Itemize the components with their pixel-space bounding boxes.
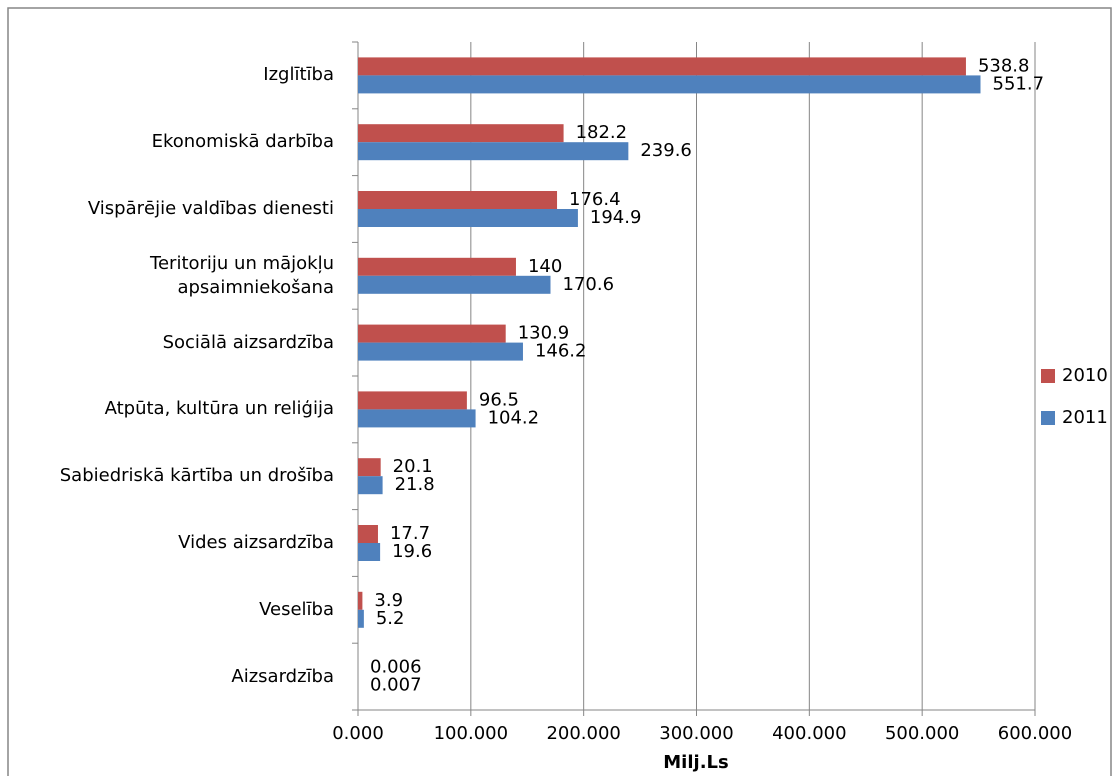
bar bbox=[358, 609, 364, 628]
bar bbox=[358, 142, 629, 161]
bar bbox=[358, 324, 506, 343]
data-label: 21.8 bbox=[395, 474, 435, 495]
data-label: 19.6 bbox=[392, 541, 432, 562]
data-label: 551.7 bbox=[993, 73, 1045, 94]
y-tick-label: Vispārējie valdības dienesti bbox=[87, 198, 334, 219]
data-label: 239.6 bbox=[640, 140, 692, 161]
bar bbox=[358, 191, 558, 209]
bar bbox=[358, 476, 383, 495]
x-tick-label: 100.000 bbox=[434, 723, 508, 744]
legend-swatch bbox=[1041, 411, 1055, 425]
bar bbox=[358, 543, 381, 561]
bar bbox=[358, 525, 378, 543]
bar bbox=[358, 257, 516, 276]
x-tick-label: 500.000 bbox=[885, 723, 959, 744]
bar bbox=[358, 275, 551, 294]
y-tick-label: Izglītība bbox=[263, 64, 334, 86]
legend-label: 2010 bbox=[1062, 365, 1108, 386]
data-label: 0.007 bbox=[370, 675, 422, 696]
data-label: 140 bbox=[528, 256, 562, 277]
data-label: 96.5 bbox=[479, 389, 519, 410]
x-axis-title: Milj.Ls bbox=[663, 752, 728, 773]
data-label: 538.8 bbox=[978, 55, 1030, 76]
bar bbox=[358, 124, 564, 143]
y-tick-label: Sabiedriskā kārtība un drošība bbox=[59, 465, 334, 487]
bar bbox=[358, 391, 467, 410]
data-label: 182.2 bbox=[576, 122, 628, 143]
x-tick-label: 0.000 bbox=[332, 723, 384, 744]
data-label: 3.9 bbox=[374, 590, 403, 611]
y-tick-label: Sociālā aizsardzība bbox=[162, 331, 334, 353]
bar bbox=[358, 409, 476, 428]
x-tick-label: 600.000 bbox=[998, 723, 1072, 744]
bar bbox=[358, 75, 981, 94]
legend-swatch bbox=[1041, 369, 1055, 383]
data-label: 146.2 bbox=[535, 341, 587, 362]
y-tick-label: Veselība bbox=[259, 598, 334, 620]
data-label: 17.7 bbox=[390, 523, 430, 544]
bar bbox=[358, 458, 381, 477]
bar bbox=[358, 342, 523, 361]
y-tick-label: Vides aizsardzība bbox=[178, 532, 334, 553]
chart-border bbox=[7, 7, 1112, 776]
data-label: 194.9 bbox=[590, 207, 642, 228]
y-tick-label: Teritoriju un mājokļu apsaimniekošana bbox=[150, 252, 334, 298]
y-tick-label: Aizsardzība bbox=[231, 665, 334, 687]
bar bbox=[358, 209, 578, 227]
data-label: 0.006 bbox=[370, 657, 422, 678]
legend-label: 2011 bbox=[1062, 407, 1108, 428]
data-label: 104.2 bbox=[488, 407, 540, 428]
x-tick-label: 200.000 bbox=[546, 723, 620, 744]
data-label: 170.6 bbox=[562, 274, 614, 295]
data-label: 130.9 bbox=[518, 323, 570, 344]
bar bbox=[358, 591, 363, 610]
x-tick-label: 400.000 bbox=[772, 723, 846, 744]
data-label: 5.2 bbox=[376, 608, 405, 629]
y-tick-label: Ekonomiskā darbība bbox=[151, 131, 334, 153]
y-tick-label: Atpūta, kultūra un reliģija bbox=[104, 398, 334, 420]
x-tick-label: 300.000 bbox=[659, 723, 733, 744]
data-label: 20.1 bbox=[393, 456, 433, 477]
bar bbox=[358, 57, 966, 76]
data-label: 176.4 bbox=[569, 189, 621, 210]
